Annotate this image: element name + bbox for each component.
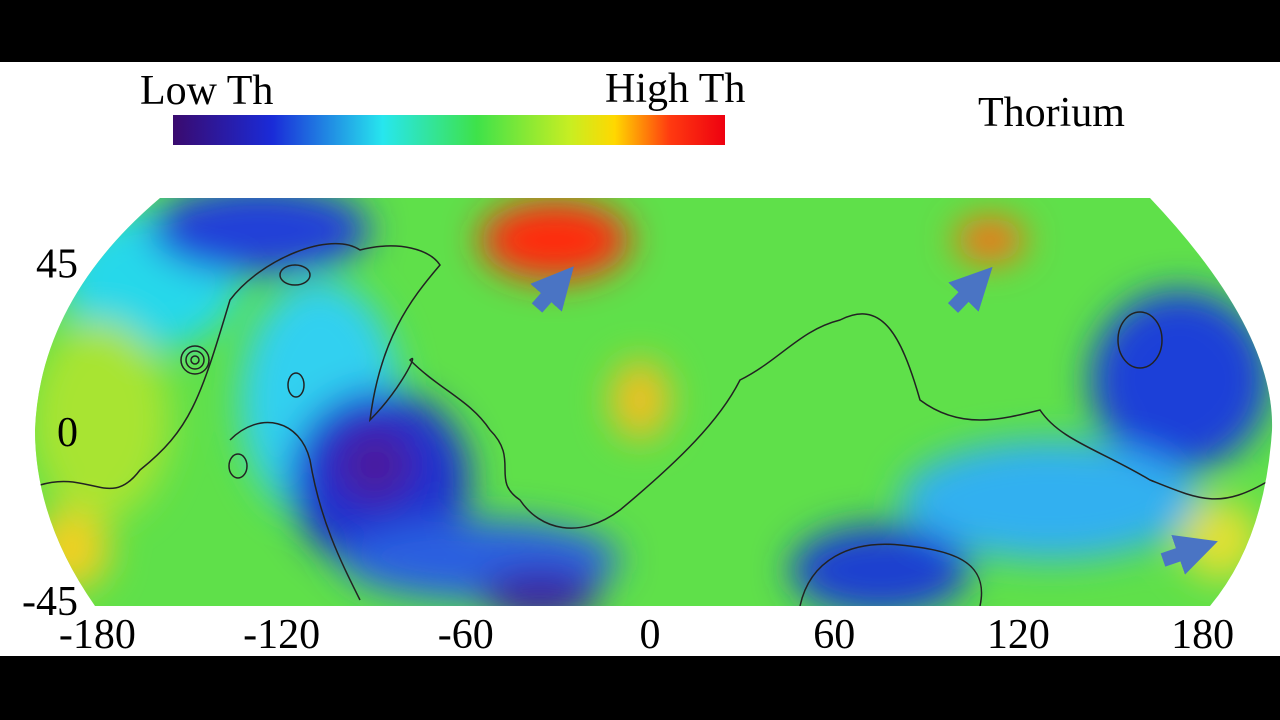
x-tick-label: 180 xyxy=(1171,612,1234,658)
x-tick-label: -120 xyxy=(243,612,320,658)
high-label: High Th xyxy=(605,66,745,112)
y-tick-label: 0 xyxy=(57,410,78,456)
y-tick-label: -45 xyxy=(22,579,78,625)
x-tick-label: -180 xyxy=(59,612,136,658)
x-tick-label: 0 xyxy=(640,612,661,658)
x-axis: -180 -120 -60 0 60 120 180 xyxy=(59,612,1234,658)
low-label: Low Th xyxy=(140,68,273,114)
arrows xyxy=(530,266,1218,575)
x-tick-label: 60 xyxy=(813,612,855,658)
map xyxy=(35,198,1273,606)
colorbar xyxy=(173,115,725,145)
y-axis: 45 0 -45 xyxy=(22,241,78,625)
x-tick-label: 120 xyxy=(987,612,1050,658)
x-tick-label: -60 xyxy=(438,612,494,658)
y-tick-label: 45 xyxy=(36,241,78,287)
title: Thorium xyxy=(978,90,1125,136)
